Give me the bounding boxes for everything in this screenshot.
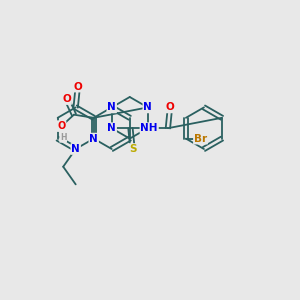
Text: N: N	[107, 123, 116, 133]
Text: S: S	[129, 144, 136, 154]
Text: O: O	[166, 102, 174, 112]
Text: O: O	[57, 121, 66, 131]
Text: NH: NH	[140, 123, 158, 133]
Text: N: N	[71, 144, 80, 154]
Text: N: N	[89, 134, 98, 144]
Text: H: H	[60, 133, 66, 142]
Text: N: N	[143, 102, 152, 112]
Text: O: O	[62, 94, 71, 104]
Text: O: O	[74, 82, 82, 92]
Text: Br: Br	[194, 134, 207, 144]
Text: N: N	[107, 102, 116, 112]
